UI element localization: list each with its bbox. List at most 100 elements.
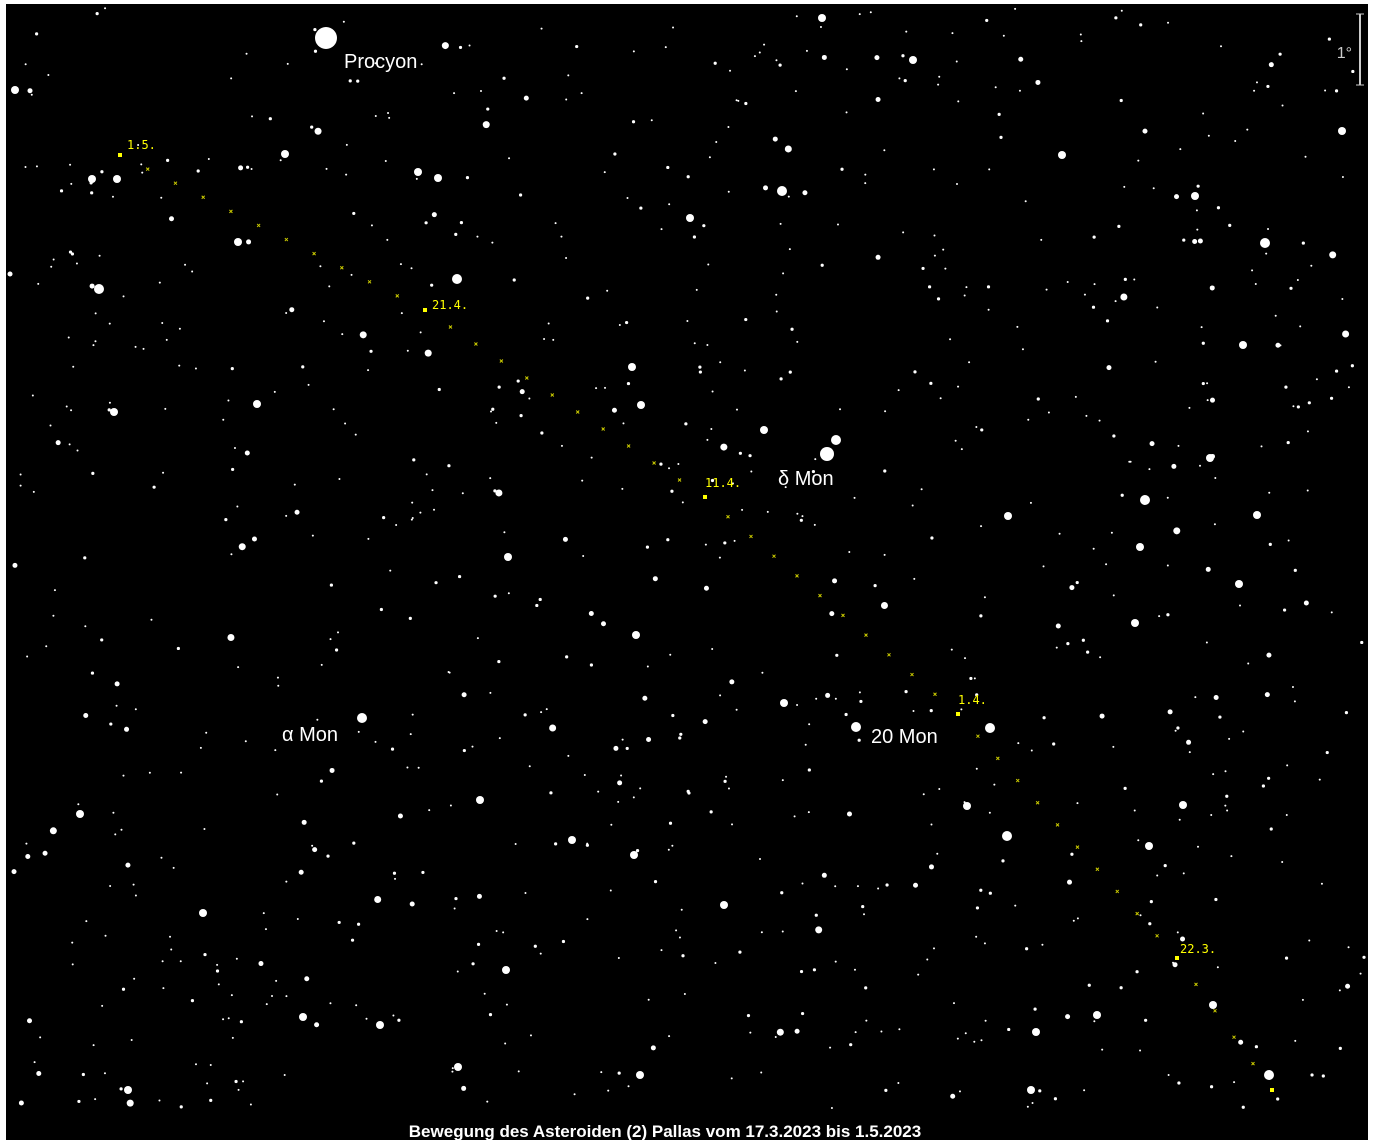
star xyxy=(337,920,341,925)
star xyxy=(720,443,728,451)
star xyxy=(813,523,816,526)
bright-star xyxy=(760,426,768,434)
star xyxy=(1047,411,1050,414)
star xyxy=(279,159,282,162)
star xyxy=(835,653,839,657)
star xyxy=(140,163,143,166)
star xyxy=(980,525,983,528)
star xyxy=(730,1077,733,1080)
star xyxy=(397,813,403,819)
star xyxy=(179,960,182,963)
trail-mark xyxy=(524,376,529,380)
star xyxy=(498,737,501,740)
star xyxy=(178,327,181,330)
star xyxy=(928,864,934,870)
star xyxy=(864,182,867,185)
star xyxy=(85,920,88,923)
star xyxy=(848,550,851,553)
trail-mark xyxy=(601,427,606,431)
star xyxy=(411,713,414,716)
star xyxy=(275,979,278,982)
star xyxy=(50,265,53,268)
star xyxy=(858,13,861,16)
star xyxy=(1293,568,1297,572)
star xyxy=(1075,580,1079,585)
star xyxy=(997,112,1001,117)
star xyxy=(67,336,70,339)
star xyxy=(120,828,123,831)
star xyxy=(659,462,663,466)
star xyxy=(693,342,696,345)
asteroid-trail xyxy=(118,153,1274,1092)
date-label: 1.5. xyxy=(127,138,156,152)
star xyxy=(1306,489,1309,492)
star xyxy=(1206,382,1209,385)
star xyxy=(35,32,39,36)
star xyxy=(276,676,279,679)
star xyxy=(523,713,527,717)
star xyxy=(814,913,818,917)
star xyxy=(1286,440,1290,445)
star xyxy=(993,783,996,786)
star xyxy=(711,390,714,393)
star xyxy=(626,197,629,200)
star xyxy=(1284,385,1288,389)
bright-star xyxy=(632,631,640,639)
star xyxy=(626,381,631,386)
star xyxy=(273,390,276,393)
star xyxy=(307,383,310,386)
star xyxy=(31,394,34,397)
star xyxy=(999,135,1003,139)
star xyxy=(1167,21,1170,24)
star xyxy=(1293,700,1296,703)
star xyxy=(1171,463,1177,469)
star xyxy=(1242,730,1245,733)
star xyxy=(1307,401,1311,405)
star xyxy=(1209,1085,1214,1089)
star xyxy=(543,337,546,340)
star xyxy=(1268,491,1271,494)
star xyxy=(585,843,589,847)
star xyxy=(311,534,314,537)
bright-star xyxy=(124,1086,132,1094)
star xyxy=(545,708,548,711)
star xyxy=(683,993,686,996)
star xyxy=(679,732,683,736)
star xyxy=(692,235,697,239)
star xyxy=(319,265,322,268)
trail-mark xyxy=(1232,1035,1236,1040)
star xyxy=(603,171,606,174)
star xyxy=(611,407,617,413)
star xyxy=(1218,715,1222,719)
star xyxy=(1149,900,1153,904)
star xyxy=(356,79,360,83)
star xyxy=(698,365,702,369)
star xyxy=(811,469,816,474)
star xyxy=(1180,936,1186,942)
star xyxy=(864,173,867,176)
star xyxy=(883,149,886,152)
star xyxy=(344,422,347,425)
bright-star xyxy=(281,150,289,158)
star xyxy=(190,999,195,1003)
star xyxy=(1041,943,1044,946)
star xyxy=(493,489,497,493)
star xyxy=(142,347,145,350)
star xyxy=(77,1099,81,1104)
star xyxy=(1040,238,1043,241)
star xyxy=(873,584,877,588)
star xyxy=(1206,399,1209,402)
star-label: δ Mon xyxy=(778,468,834,490)
star xyxy=(1276,1097,1280,1101)
trail-mark xyxy=(395,294,400,298)
star xyxy=(199,746,202,749)
star xyxy=(301,819,307,825)
star xyxy=(1176,726,1180,730)
star xyxy=(1209,397,1215,403)
star xyxy=(968,361,971,364)
star-field xyxy=(7,7,1366,1109)
star xyxy=(1129,460,1132,463)
star xyxy=(230,77,233,80)
star xyxy=(409,733,412,736)
bright-star xyxy=(780,699,788,707)
